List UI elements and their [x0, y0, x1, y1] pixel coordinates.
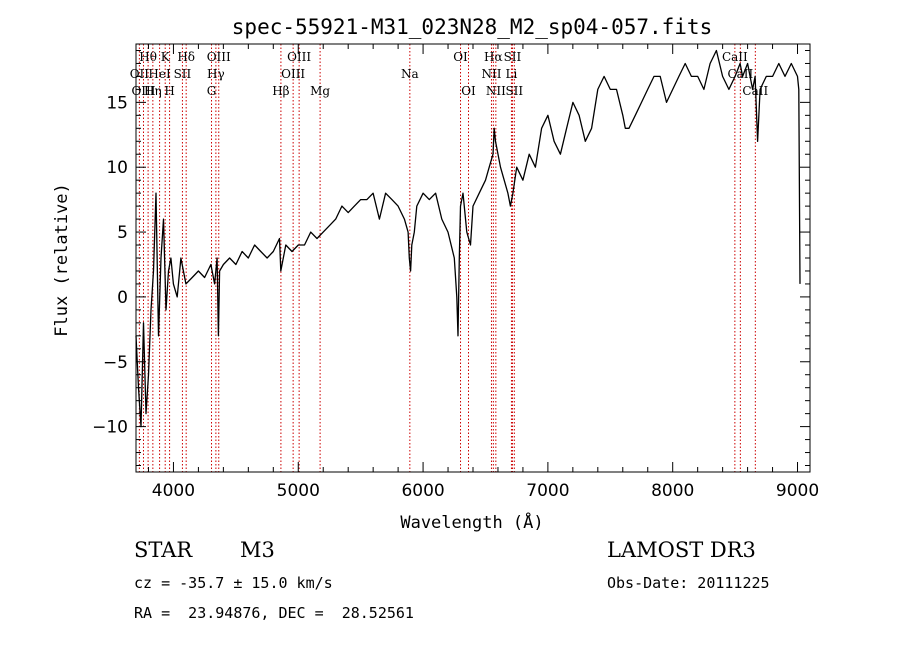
axis-ticks: [136, 44, 810, 472]
coordinates: RA = 23.94876, DEC = 28.52561: [134, 604, 414, 622]
spectrum-series: [135, 49, 801, 428]
y-tick-label: −5: [103, 353, 128, 373]
x-tick-label: 4000: [152, 481, 195, 501]
x-tick-label: 9000: [776, 481, 819, 501]
x-tick-label: 6000: [401, 481, 444, 501]
emission-line-label: Li: [506, 67, 518, 81]
x-tick-label: 7000: [526, 481, 569, 501]
y-tick-label: 0: [117, 288, 128, 308]
y-axis-label: Flux (relative): [52, 183, 72, 337]
emission-line-label: CaII: [742, 84, 768, 98]
emission-line-label: OIII: [207, 50, 231, 64]
x-axis-label: Wavelength (Å): [400, 511, 543, 533]
emission-line-label: Hβ: [272, 84, 289, 98]
emission-line-label: OII: [130, 67, 150, 81]
y-tick-label: 15: [106, 93, 128, 113]
emission-line-label: Hη: [144, 84, 162, 98]
emission-line-label: NII: [481, 67, 501, 81]
emission-line-label: K: [161, 50, 171, 64]
y-tick-label: 10: [106, 158, 128, 178]
y-tick-label: 5: [117, 223, 128, 243]
object-subclass: M3: [240, 538, 275, 562]
y-tick-label: −10: [92, 418, 128, 438]
emission-line-label: OIII: [281, 67, 305, 81]
redshift-velocity: cz = -35.7 ± 15.0 km/s: [134, 574, 333, 592]
plot-frame: [135, 43, 811, 473]
emission-line-label: H: [164, 84, 174, 98]
emission-line-markers: [138, 44, 756, 472]
emission-line-label: Hγ: [207, 67, 225, 81]
emission-line-label: OI: [461, 84, 476, 98]
x-tick-labels: 4000 5000 6000 7000 8000 9000: [152, 481, 819, 501]
x-tick-label: 8000: [651, 481, 694, 501]
emission-line-label: CaII: [722, 50, 748, 64]
emission-line-label: SII: [505, 84, 523, 98]
emission-line-label: NII: [486, 84, 506, 98]
emission-line-label: SII: [504, 50, 522, 64]
observation-date: Obs-Date: 20111225: [607, 574, 770, 592]
spectrum-line: [135, 49, 801, 428]
survey-name: LAMOST DR3: [607, 538, 756, 562]
emission-line-label: CaII: [727, 67, 753, 81]
object-class: STAR: [134, 538, 193, 562]
x-tick-label: 5000: [277, 481, 320, 501]
emission-line-label: Na: [401, 67, 419, 81]
emission-line-label: SII: [174, 67, 192, 81]
emission-line-label: OIII: [287, 50, 311, 64]
emission-line-label: OIII: [131, 84, 155, 98]
emission-line-label: Hδ: [177, 50, 195, 64]
emission-line-label: Mg: [310, 84, 330, 98]
emission-line-label: Hθ: [139, 50, 157, 64]
chart-title: spec-55921-M31_023N28_M2_sp04-057.fits: [232, 15, 712, 39]
y-tick-labels: −10 −5 0 5 10 15: [92, 93, 128, 437]
emission-line-label: G: [207, 84, 217, 98]
emission-line-label: Hα: [484, 50, 503, 64]
emission-line-label: HeI: [148, 67, 171, 81]
emission-line-label: OI: [453, 50, 468, 64]
